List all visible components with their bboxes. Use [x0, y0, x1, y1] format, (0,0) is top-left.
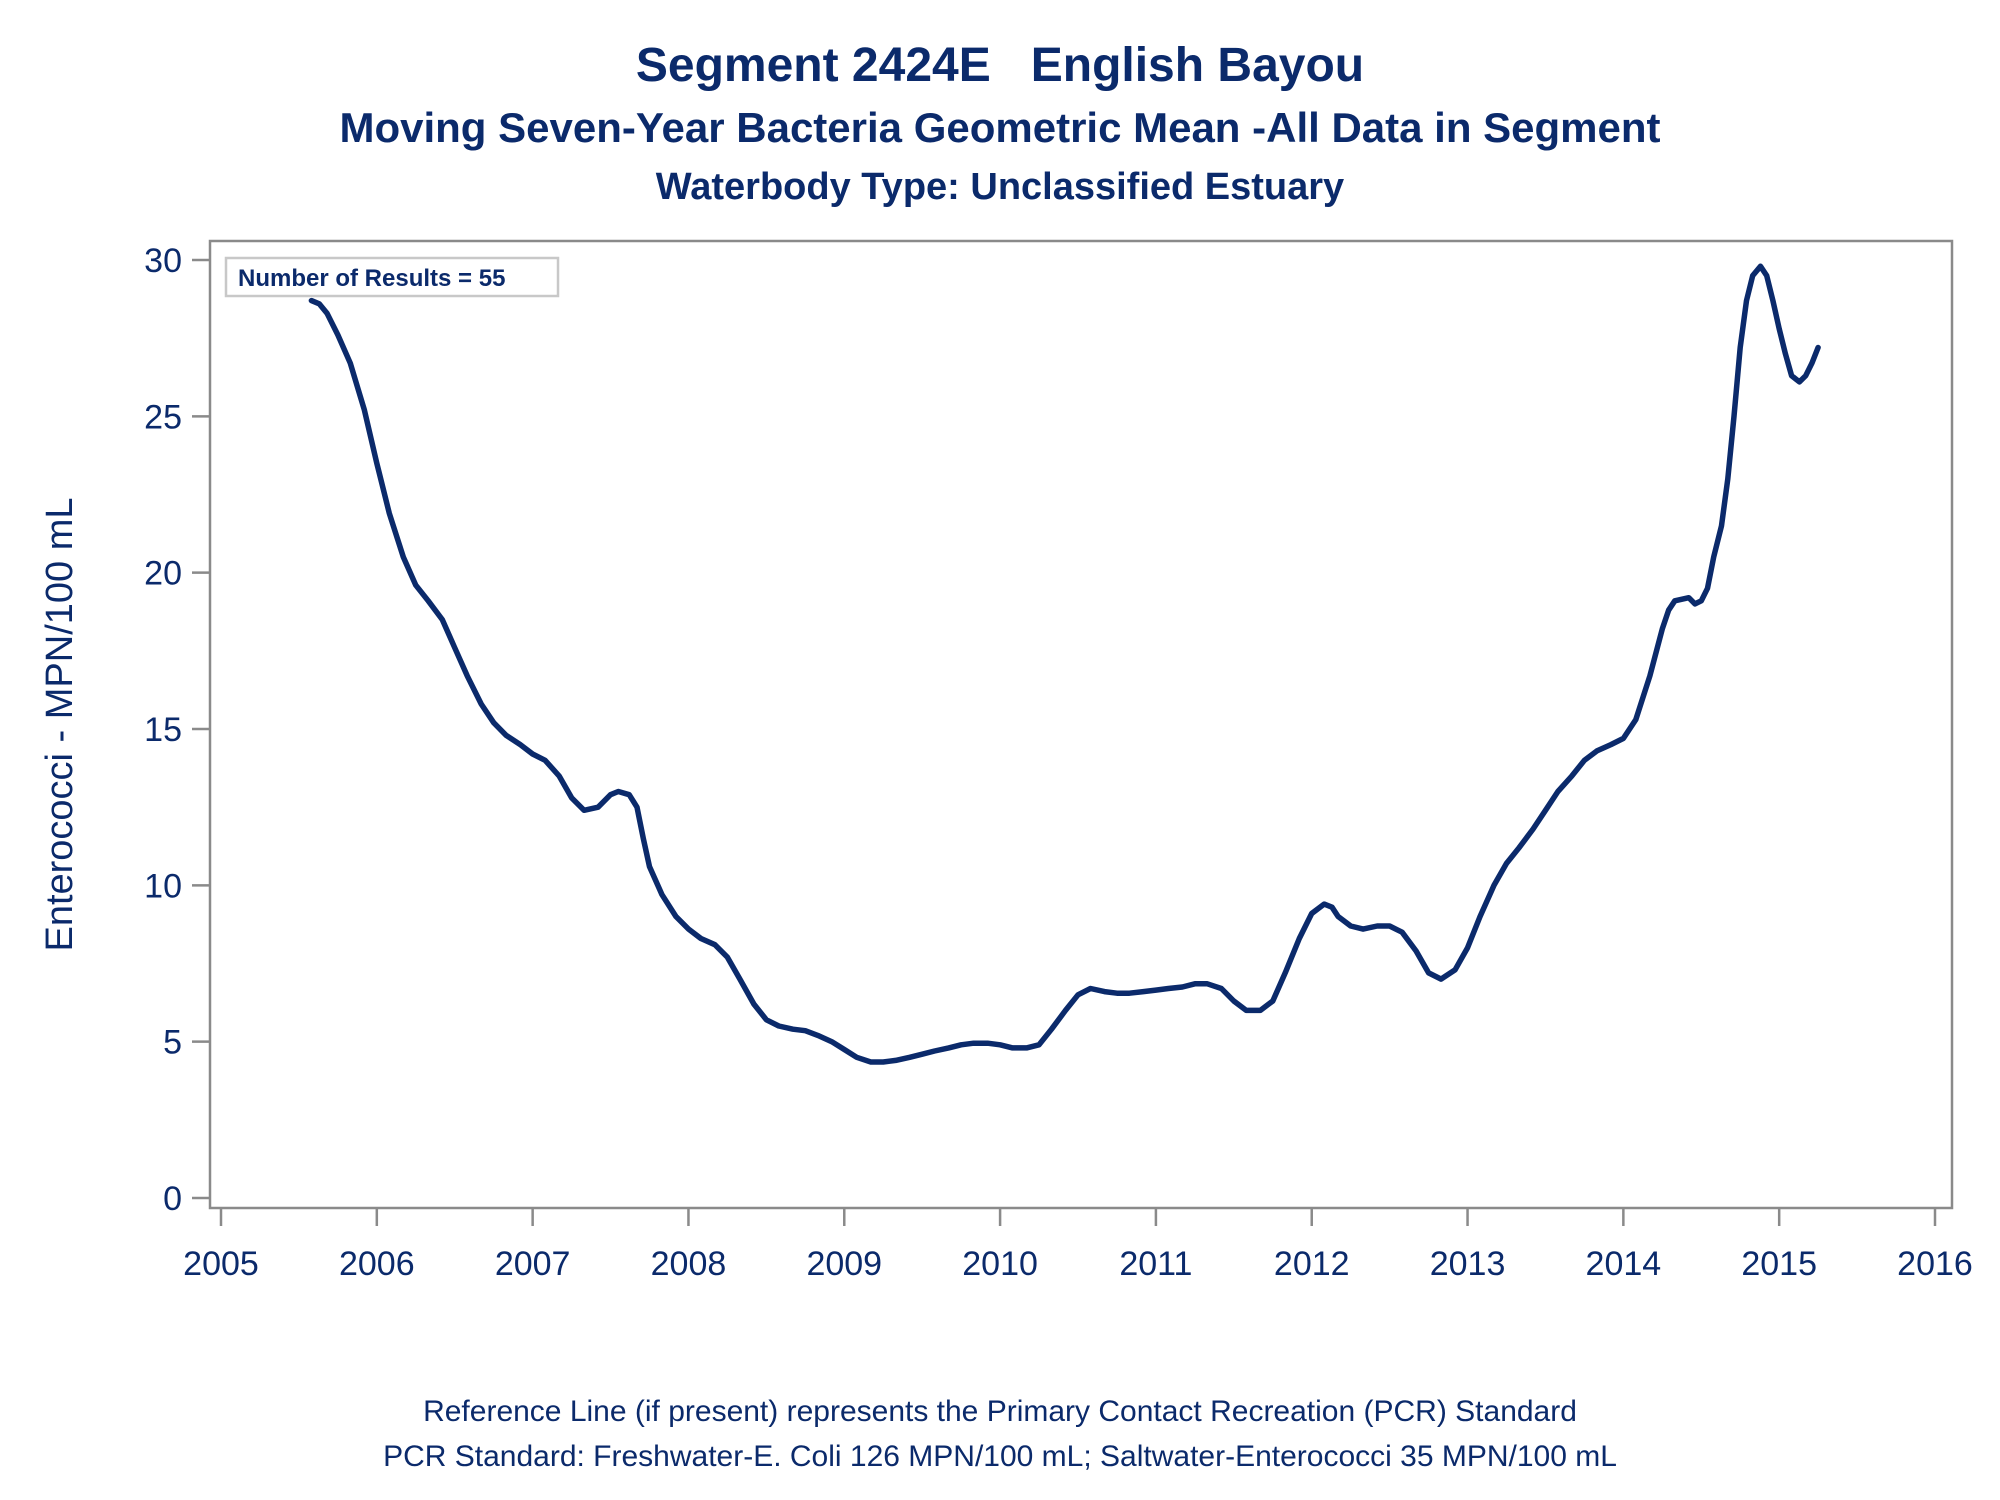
y-tick-label: 10 [144, 867, 182, 905]
y-tick-label: 15 [144, 711, 182, 749]
x-tick-label: 2015 [1741, 1245, 1817, 1283]
y-tick-label: 0 [163, 1180, 182, 1218]
y-axis: 0 5 10 15 20 25 30 [144, 242, 210, 1218]
x-tick-label: 2013 [1430, 1245, 1506, 1283]
y-axis-title: Enterococci - MPN/100 mL [39, 497, 81, 951]
x-tick-label: 2007 [495, 1245, 571, 1283]
y-axis-title-group: Enterococci - MPN/100 mL [39, 497, 81, 951]
x-tick-label: 2005 [183, 1245, 259, 1283]
x-tick-label: 2010 [962, 1245, 1038, 1283]
chart-subtitle-waterbody: Waterbody Type: Unclassified Estuary [655, 166, 1345, 208]
x-axis: 2005 2006 2007 2008 2009 2010 2011 2012 2013 2014… [183, 1208, 1973, 1283]
footnote-pcr-standard: PCR Standard: Freshwater-E. Coli 126 MPN… [383, 1440, 1617, 1473]
x-tick-label: 2006 [339, 1245, 415, 1283]
x-tick-label: 2014 [1586, 1245, 1662, 1283]
results-count-label: Number of Results = 55 [238, 265, 505, 292]
plot-frame [208, 239, 1954, 1210]
results-count-box [224, 256, 560, 298]
x-tick-label: 2008 [651, 1245, 727, 1283]
y-tick-label: 25 [144, 398, 182, 436]
x-tick-label: 2012 [1274, 1245, 1350, 1283]
chart-subtitle: Moving Seven-Year Bacteria Geometric Mea… [339, 104, 1661, 151]
y-tick-label: 30 [144, 242, 182, 280]
geometric-mean-line [308, 263, 1821, 1065]
x-tick-label: 2011 [1119, 1245, 1192, 1283]
chart-title: Segment 2424E English Bayou [635, 39, 1365, 92]
y-tick-label: 5 [163, 1024, 182, 1062]
y-tick-label: 20 [144, 555, 182, 593]
footnote-reference-line: Reference Line (if present) represents t… [423, 1395, 1577, 1428]
x-tick-label: 2009 [806, 1245, 882, 1283]
x-tick-label: 2016 [1897, 1245, 1973, 1283]
